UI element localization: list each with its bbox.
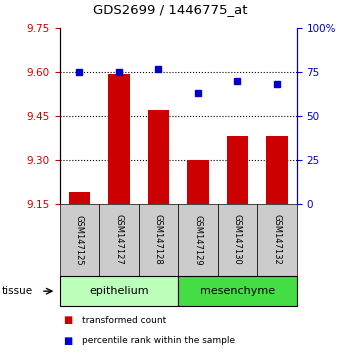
Text: GSM147125: GSM147125 <box>75 215 84 265</box>
Bar <box>108 74 130 204</box>
Text: GSM147130: GSM147130 <box>233 215 242 265</box>
Bar <box>69 192 90 204</box>
Text: mesenchyme: mesenchyme <box>200 286 275 296</box>
Text: percentile rank within the sample: percentile rank within the sample <box>82 336 235 345</box>
Text: ■: ■ <box>63 315 72 325</box>
Text: GSM147127: GSM147127 <box>115 215 123 265</box>
Text: transformed count: transformed count <box>82 316 166 325</box>
Bar <box>266 136 288 204</box>
Bar <box>187 160 209 204</box>
Text: GSM147129: GSM147129 <box>193 215 203 265</box>
Text: GSM147128: GSM147128 <box>154 215 163 265</box>
Bar <box>148 110 169 204</box>
Text: GSM147132: GSM147132 <box>272 215 281 265</box>
Text: tissue: tissue <box>2 286 33 296</box>
Text: epithelium: epithelium <box>89 286 149 296</box>
Bar <box>226 136 248 204</box>
Text: GDS2699 / 1446775_at: GDS2699 / 1446775_at <box>93 3 248 16</box>
Text: ■: ■ <box>63 336 72 346</box>
